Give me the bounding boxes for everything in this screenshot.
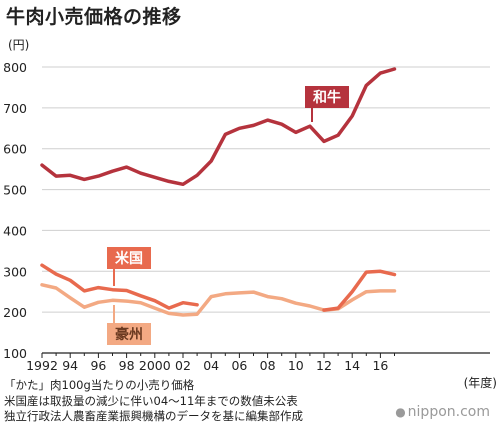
y-tick-label: 400 (3, 223, 27, 238)
x-tick-label: 16 (372, 358, 388, 373)
chart-notes: 「かた」肉100g当たりの小売り価格 米国産は取扱量の減少に伴い04〜11年まで… (4, 378, 303, 425)
nippon-logo-icon: ● (395, 405, 406, 419)
x-tick-label: 12 (316, 358, 332, 373)
y-tick-label: 700 (3, 101, 27, 116)
x-tick-label: 94 (62, 358, 78, 373)
series-line-1 (322, 269, 397, 312)
series-label-box (107, 323, 151, 345)
series-label: 和牛 (313, 89, 341, 106)
chart-title: 牛肉小売価格の推移 (6, 6, 182, 28)
note-line: 独立行政法人農畜産業振興機構のデータを基に編集部作成 (4, 409, 303, 423)
x-tick-label: 08 (260, 358, 276, 373)
y-tick-label: 300 (3, 264, 27, 279)
series-line-1 (40, 263, 199, 310)
series-label: 豪州 (115, 326, 143, 343)
x-axis-unit: (年度) (464, 375, 497, 390)
x-tick-label: 10 (288, 358, 304, 373)
y-tick-label: 800 (3, 60, 27, 75)
y-tick-label: 500 (3, 183, 27, 198)
credit-logo: ● nippon.com (395, 404, 490, 420)
x-tick-label: 98 (119, 358, 135, 373)
series-label-box (305, 86, 349, 108)
series-label: 米国 (115, 250, 143, 267)
x-tick-label: 2000 (139, 358, 171, 373)
y-tick-label: 100 (3, 346, 27, 361)
note-line: 「かた」肉100g当たりの小売り価格 (4, 378, 195, 392)
series-label-box (107, 247, 151, 269)
y-tick-label: 600 (3, 142, 27, 157)
x-tick-label: 1992 (26, 358, 58, 373)
series-line-0 (40, 67, 397, 187)
credit-text: nippon.com (407, 404, 490, 420)
x-tick-label: 06 (231, 358, 247, 373)
x-tick-label: 04 (203, 358, 219, 373)
y-axis-unit: (円) (8, 38, 29, 52)
note-line: 米国産は取扱量の減少に伴い04〜11年までの数値未公表 (4, 393, 298, 408)
y-tick-label: 200 (3, 305, 27, 320)
x-tick-label: 02 (175, 358, 191, 373)
x-tick-label: 14 (344, 358, 360, 373)
x-tick-label: 96 (90, 358, 106, 373)
